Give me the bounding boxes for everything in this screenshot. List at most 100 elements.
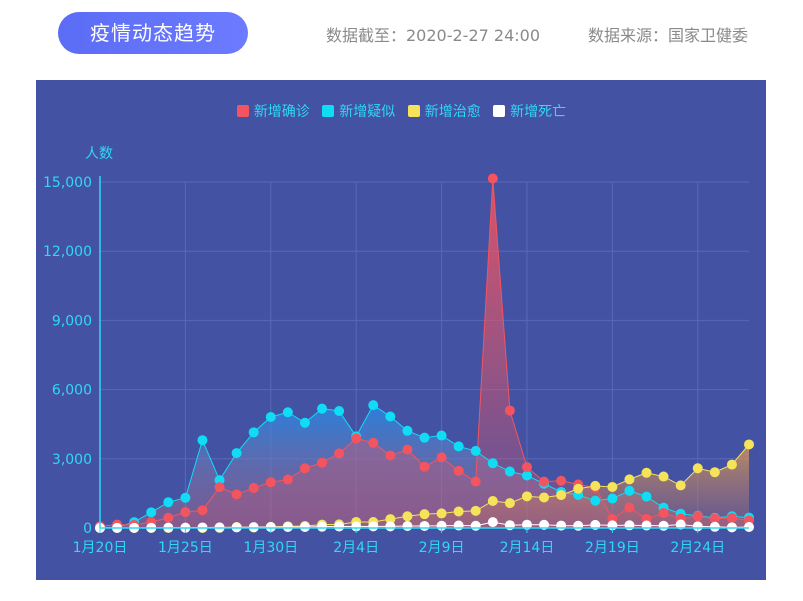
data-point-confirmed [521,462,532,473]
y-axis-title: 人数 [85,146,113,162]
data-point-suspected [146,507,157,518]
legend-item-death[interactable]: 新增死亡 [493,101,566,121]
y-tick-label: 3,000 [52,452,92,468]
legend-swatch-cured [407,105,420,117]
data-point-suspected [248,427,259,438]
data-point-death [265,522,276,533]
x-tick-label: 1月30日 [243,540,298,556]
legend-label-confirmed: 新增确诊 [253,104,310,120]
data-point-suspected [334,406,345,417]
data-point-confirmed [163,512,174,523]
data-point-suspected [265,412,276,423]
data-point-death [385,521,396,532]
data-point-death [282,521,293,532]
legend-item-cured[interactable]: 新增治愈 [407,101,481,121]
data-point-suspected [453,441,464,452]
data-point-confirmed [265,477,276,488]
data-point-cured [692,463,703,474]
data-point-cured [521,491,532,502]
x-tick-label: 2月24日 [670,540,725,556]
data-point-cured [436,508,447,519]
data-point-cured [487,495,498,506]
data-point-death [470,520,481,531]
data-point-cured [658,471,669,482]
data-point-death [692,521,703,532]
data-point-confirmed [299,463,310,474]
y-tick-label: 0 [83,521,92,537]
data-point-death [368,521,379,532]
data-point-death [641,520,652,531]
data-point-suspected [504,466,515,477]
legend-label-suspected: 新增疑似 [339,104,396,120]
data-point-suspected [385,411,396,422]
data-point-death [539,519,550,530]
data-point-cured [624,474,635,485]
data-point-suspected [487,458,498,469]
data-point-suspected [521,470,532,481]
data-point-suspected [624,485,635,496]
legend-swatch-death [493,105,506,117]
y-tick-label: 15,000 [43,175,92,191]
data-point-cured [385,514,396,525]
data-point-suspected [180,492,191,503]
data-point-suspected [197,435,208,446]
data-point-death [419,520,430,531]
data-point-suspected [299,417,310,428]
data-point-suspected [470,445,481,456]
data-point-suspected [402,425,413,436]
data-source-label: 数据来源：国家卫健委 [588,26,749,45]
data-point-confirmed [658,508,669,519]
data-point-cured [726,459,737,470]
x-tick-label: 2月9日 [419,540,465,556]
data-point-cured [556,490,567,501]
data-point-death [317,521,328,532]
legend-swatch-suspected [322,105,335,117]
data-point-cured [453,506,464,517]
data-point-death [744,521,754,532]
data-point-cured [573,483,584,494]
data-point-death [624,520,635,531]
data-point-suspected [282,407,293,418]
data-point-confirmed [248,482,259,493]
x-tick-label: 1月25日 [158,540,213,556]
data-point-cured [470,505,481,516]
data-point-death [402,521,413,532]
x-tick-label: 2月19日 [585,540,640,556]
data-point-death [351,521,362,532]
data-point-suspected [436,430,447,441]
data-point-confirmed [539,476,550,487]
legend-item-suspected[interactable]: 新增疑似 [322,101,395,121]
page-title: 疫情动态趋势 [58,12,248,54]
data-point-confirmed [470,476,481,487]
data-point-confirmed [709,513,720,524]
data-point-death [487,517,498,528]
data-point-confirmed [334,448,345,459]
y-tick-label: 12,000 [43,244,92,260]
data-point-cured [744,439,754,450]
chart-legend: 新增确诊 新增疑似 新增治愈 新增死亡 [0,101,803,121]
data-point-death [453,520,464,531]
data-point-cured [419,509,430,520]
x-tick-label: 1月20日 [73,540,128,556]
data-point-death [675,519,686,530]
data-point-death [658,520,669,531]
data-point-confirmed [487,173,498,184]
data-point-confirmed [556,475,567,486]
legend-item-confirmed[interactable]: 新增确诊 [236,101,310,121]
data-point-confirmed [624,502,635,513]
data-point-suspected [419,432,430,443]
data-point-confirmed [692,511,703,522]
legend-label-cured: 新增治愈 [424,104,481,120]
data-point-suspected [590,495,601,506]
data-point-confirmed [436,452,447,463]
data-point-death [299,521,310,532]
data-point-suspected [368,400,379,411]
data-point-confirmed [368,437,379,448]
data-point-confirmed [402,444,413,455]
x-tick-label: 2月14日 [500,540,555,556]
data-point-confirmed [504,405,515,416]
data-point-death [334,521,345,532]
y-tick-label: 6,000 [52,383,92,399]
data-point-suspected [641,491,652,502]
x-tick-label: 2月4日 [333,540,379,556]
